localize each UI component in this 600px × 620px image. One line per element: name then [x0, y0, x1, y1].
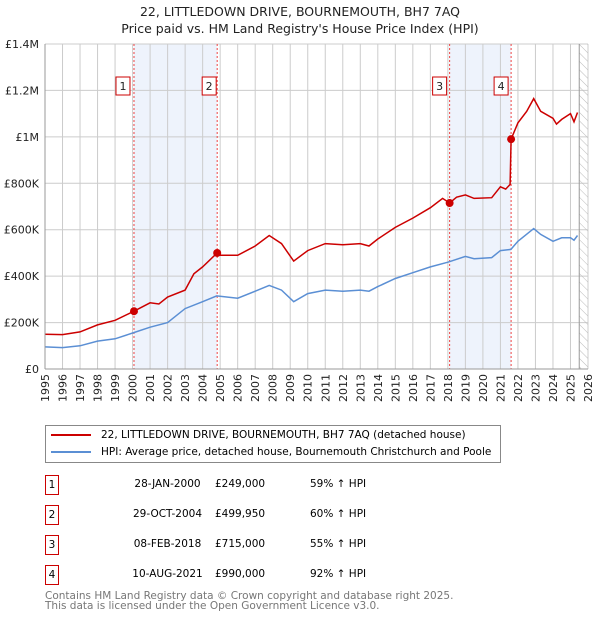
sale-point — [445, 199, 454, 208]
legend-red-swatch — [51, 434, 91, 436]
x-tick-label: 2026 — [582, 374, 595, 402]
sale-row: 2 29-OCT-2004 £499,950 60% ↑ HPI — [45, 505, 525, 525]
x-tick-label: 2004 — [197, 374, 210, 402]
x-tick-label: 2025 — [564, 374, 577, 402]
x-tick-label: 2007 — [249, 374, 262, 402]
x-tick-label: 2012 — [337, 374, 350, 402]
sale-point — [507, 135, 516, 144]
x-tick-label: 2009 — [284, 374, 297, 402]
footer-licence: This data is licensed under the Open Gov… — [45, 600, 380, 612]
x-tick-label: 1998 — [92, 374, 105, 402]
x-tick-label: 2011 — [319, 374, 332, 402]
x-tick-label: 2010 — [302, 374, 315, 402]
hpi-line — [44, 227, 579, 349]
sale-point — [213, 248, 222, 257]
sale-number: 2 — [45, 505, 59, 525]
x-tick-label: 1996 — [57, 374, 70, 402]
shaded-span — [133, 44, 218, 369]
sale-number: 3 — [45, 535, 59, 555]
x-tick-label: 2005 — [214, 374, 227, 402]
x-tick-label: 2018 — [442, 374, 455, 402]
sale-label-number: 2 — [206, 80, 213, 93]
y-tick-label: £400K — [4, 270, 40, 283]
x-tick-label: 2001 — [144, 374, 157, 402]
sale-row: 3 08-FEB-2018 £715,000 55% ↑ HPI — [45, 535, 525, 555]
sale-label-box — [201, 76, 217, 96]
sale-hpi-diff: 59% ↑ HPI — [310, 478, 367, 490]
x-tick-label: 2008 — [267, 374, 280, 402]
x-tick-label: 2024 — [547, 374, 560, 402]
sale-label-box — [432, 76, 448, 96]
x-tick-label: 1995 — [39, 374, 52, 402]
sale-label-number: 3 — [436, 80, 443, 93]
chart-title: 22, LITTLEDOWN DRIVE, BOURNEMOUTH, BH7 7… — [139, 4, 460, 19]
sale-date: 10-AUG-2021 — [132, 568, 203, 580]
sale-number: 4 — [45, 565, 59, 585]
y-tick-label: £800K — [4, 177, 40, 190]
y-tick-label: £1M — [16, 131, 40, 144]
x-tick-label: 2003 — [179, 374, 192, 402]
sale-date: 28-JAN-2000 — [134, 478, 201, 490]
sale-price: £990,000 — [215, 568, 266, 580]
x-tick-label: 2022 — [512, 374, 525, 402]
x-tick-label: 2023 — [529, 374, 542, 402]
forecast-hatch — [579, 44, 588, 369]
sale-label-box — [115, 76, 131, 96]
sale-row: 4 10-AUG-2021 £990,000 92% ↑ HPI — [45, 565, 525, 585]
y-tick-label: £0 — [25, 363, 39, 376]
sale-row: 1 28-JAN-2000 £249,000 59% ↑ HPI — [45, 475, 525, 495]
y-tick-label: £1.2M — [5, 84, 39, 97]
sale-label-box — [493, 76, 509, 96]
x-tick-label: 1999 — [109, 374, 122, 402]
footer-copyright: Contains HM Land Registry data © Crown c… — [45, 590, 454, 602]
sale-price: £499,950 — [215, 508, 266, 520]
legend-blue-swatch — [51, 451, 91, 453]
x-tick-label: 2019 — [459, 374, 472, 402]
sale-label-number: 1 — [119, 80, 126, 93]
sale-hpi-diff: 92% ↑ HPI — [310, 568, 367, 580]
property-price-line — [44, 97, 579, 336]
sale-label-number: 4 — [498, 80, 505, 93]
legend-red-label: 22, LITTLEDOWN DRIVE, BOURNEMOUTH, BH7 7… — [101, 429, 466, 441]
y-tick-label: £1.4M — [5, 38, 39, 51]
x-tick-label: 2021 — [494, 374, 507, 402]
chart-subtitle: Price paid vs. HM Land Registry's House … — [121, 21, 479, 36]
x-tick-label: 2000 — [127, 374, 140, 402]
sale-point — [129, 307, 138, 316]
sale-hpi-diff: 55% ↑ HPI — [310, 538, 367, 550]
x-tick-label: 2020 — [477, 374, 490, 402]
legend-blue-label: HPI: Average price, detached house, Bour… — [101, 446, 492, 458]
legend: 22, LITTLEDOWN DRIVE, BOURNEMOUTH, BH7 7… — [45, 425, 501, 463]
x-tick-label: 2002 — [162, 374, 175, 402]
sale-price: £249,000 — [215, 478, 266, 490]
x-tick-label: 2016 — [407, 374, 420, 402]
y-tick-label: £200K — [4, 317, 40, 330]
x-tick-label: 2014 — [372, 374, 385, 402]
plot-area: 1995 1996 1997 1998 1999 2000 2001 2002 2003 2004… — [4, 38, 595, 402]
x-tick-label: 2013 — [354, 374, 367, 402]
x-tick-label: 2015 — [389, 374, 402, 402]
sale-date: 29-OCT-2004 — [133, 508, 202, 520]
x-tick-label: 2017 — [424, 374, 437, 402]
x-tick-label: 2006 — [232, 374, 245, 402]
sale-price: £715,000 — [215, 538, 266, 550]
sale-date: 08-FEB-2018 — [133, 538, 202, 550]
y-tick-label: £600K — [4, 224, 40, 237]
x-tick-label: 1997 — [74, 374, 87, 402]
sale-number: 1 — [45, 475, 59, 495]
sale-hpi-diff: 60% ↑ HPI — [310, 508, 367, 520]
